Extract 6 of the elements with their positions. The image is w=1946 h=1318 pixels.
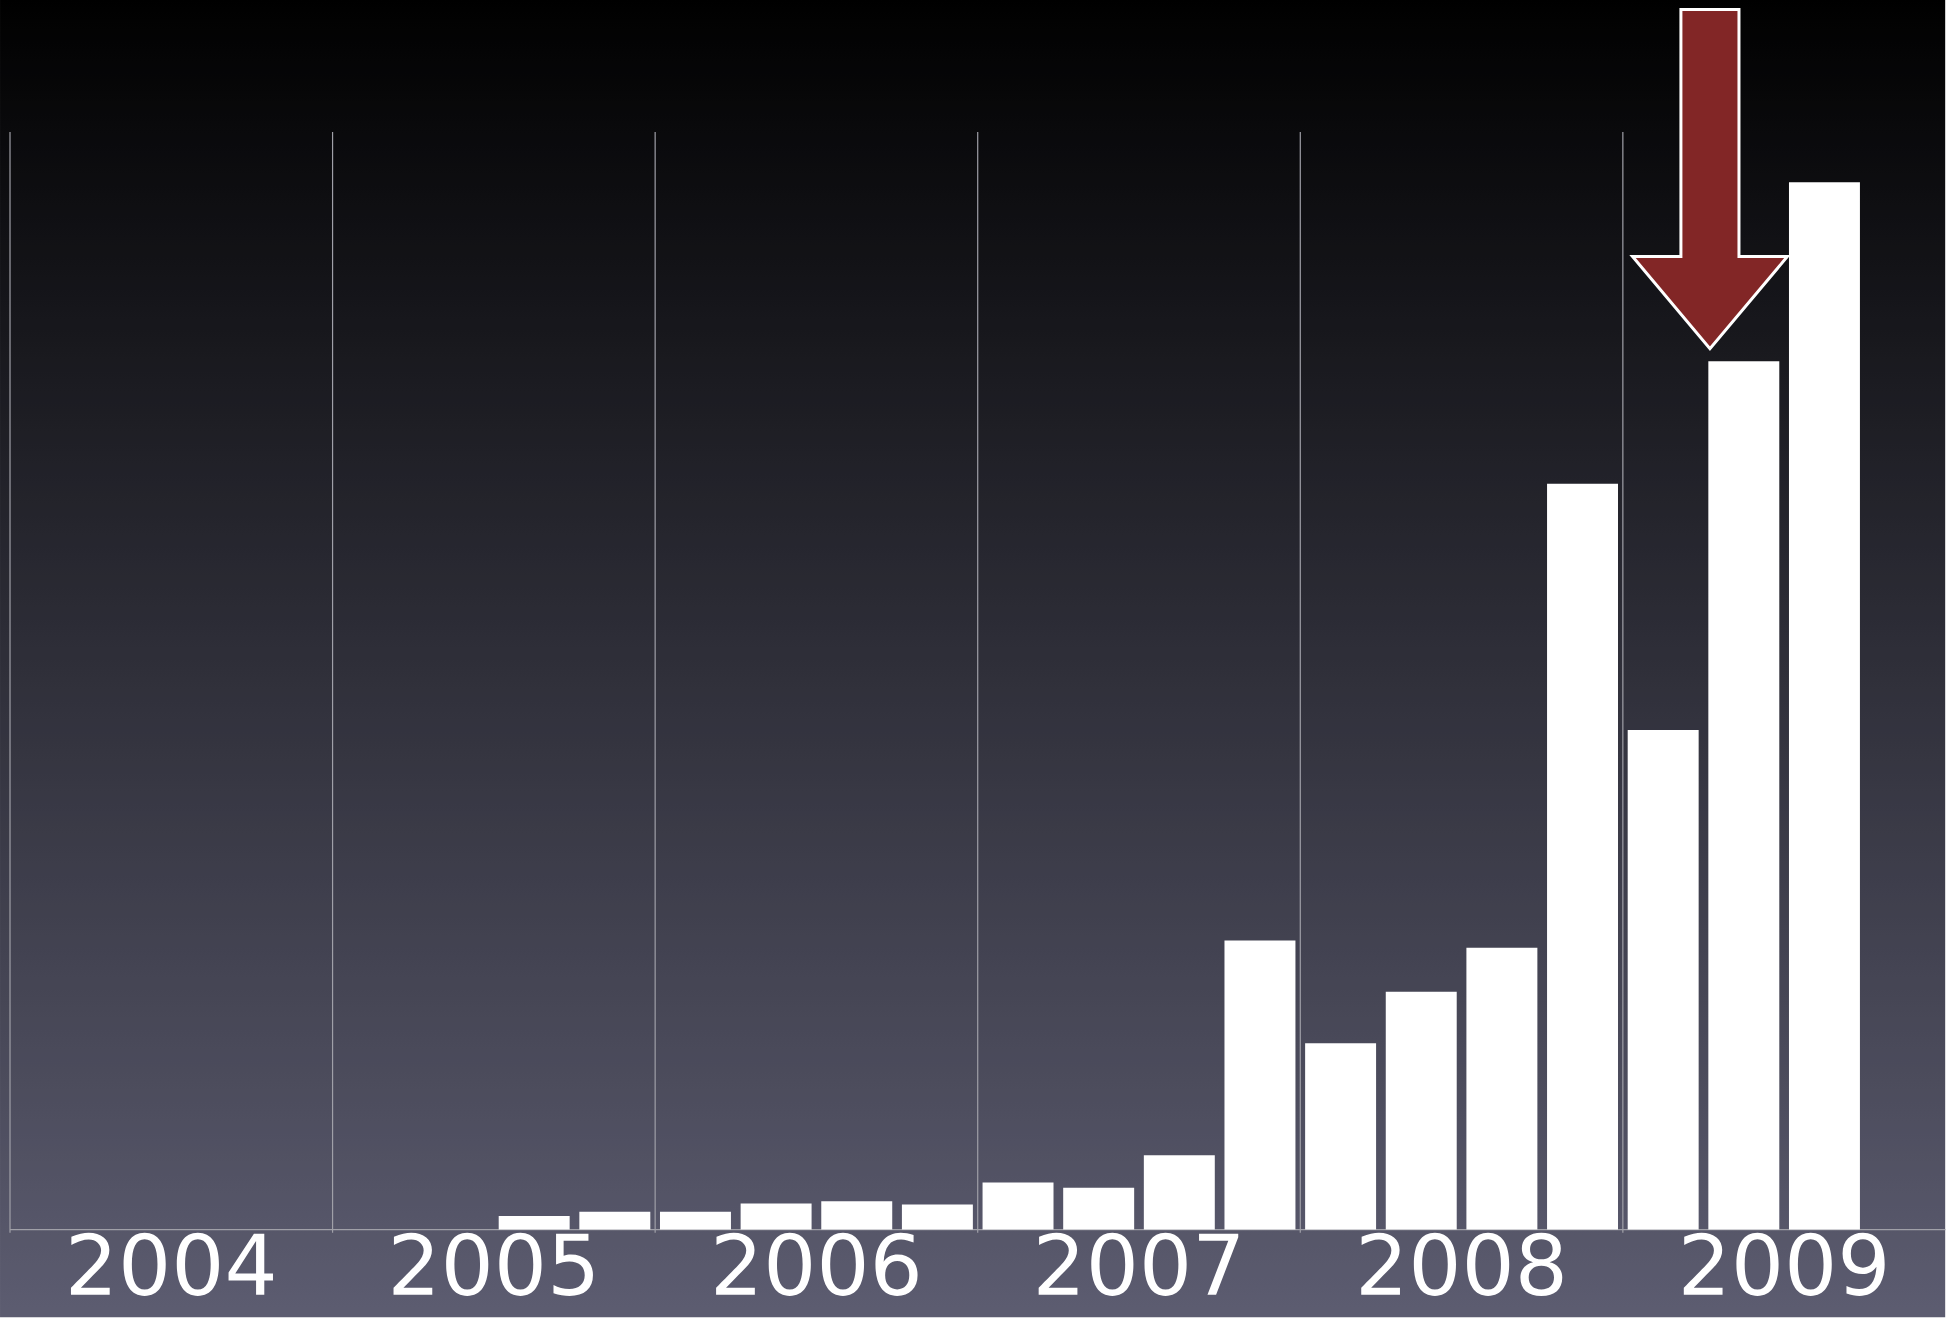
x-tick-label: 2008 [1361, 1232, 1563, 1297]
x-tick-label: 2006 [716, 1232, 918, 1297]
x-tick-label: 2005 [393, 1232, 593, 1297]
x-tick-label: 2009 [1683, 1232, 1885, 1297]
x-tick-label: 2007 [1038, 1232, 1239, 1297]
x-tick-label: 2004 [70, 1232, 273, 1297]
